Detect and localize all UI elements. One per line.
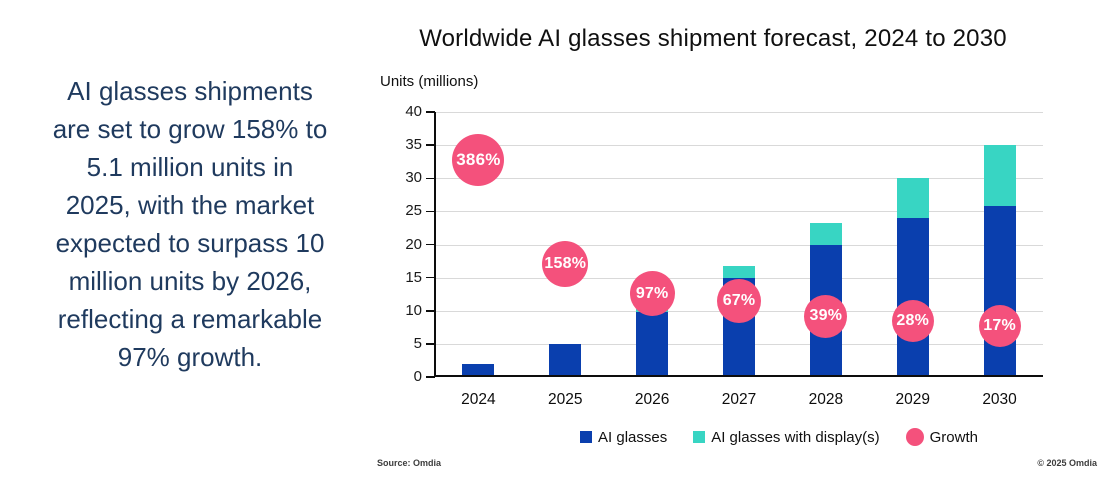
growth-bubble-158: 158% xyxy=(542,240,589,287)
legend-item-growth: Growth xyxy=(905,428,978,446)
bar-segment-ai-glasses xyxy=(636,312,669,377)
callout-text: AI glasses shipments are set to grow 158… xyxy=(52,76,328,372)
growth-bubble-28: 28% xyxy=(891,299,934,342)
bar-segment-ai-glasses-with-display-s xyxy=(809,222,842,245)
y-axis-tick xyxy=(426,111,435,113)
y-axis-tick xyxy=(426,210,435,213)
source-note: Source: Omdia xyxy=(377,458,442,468)
y-axis-tick-label: 20 xyxy=(405,235,422,253)
gridline xyxy=(435,178,1043,180)
chart-title: Worldwide AI glasses shipment forecast, … xyxy=(419,25,1007,52)
x-axis-label-2029: 2029 xyxy=(895,391,930,408)
growth-bubble-17: 17% xyxy=(978,304,1021,347)
bar-2029 xyxy=(896,112,929,377)
growth-bubble-97: 97% xyxy=(629,271,675,317)
y-axis-title: Units (millions) xyxy=(380,73,479,90)
y-axis-line xyxy=(434,112,436,377)
bar-segment-ai-glasses-with-display-s xyxy=(983,145,1016,207)
gridline xyxy=(435,112,1043,113)
legend-swatch-circle xyxy=(905,428,924,446)
bar-2030 xyxy=(983,112,1016,377)
legend: AI glasses AI glasses with display(s) Grow… xyxy=(475,425,1083,449)
legend-item-ai-glasses: AI glasses xyxy=(580,429,667,446)
growth-bubble-386: 386% xyxy=(452,133,505,186)
legend-label: AI glasses with display(s) xyxy=(711,428,880,446)
plot-area: 386% 158% 97% 67% 39% 28% 17% xyxy=(426,111,1043,378)
bar-segment-ai-glasses xyxy=(983,206,1016,377)
x-axis-label-2025: 2025 xyxy=(548,391,583,408)
x-axis-label-2024: 2024 xyxy=(461,391,496,408)
x-axis-label-2028: 2028 xyxy=(808,391,844,408)
y-axis-tick-label: 5 xyxy=(413,334,422,352)
bar-segment-ai-glasses-with-display-s xyxy=(896,178,929,218)
legend-swatch-square xyxy=(580,431,593,443)
x-axis-label-2026: 2026 xyxy=(634,391,670,408)
y-axis-tick-label: 0 xyxy=(413,368,422,385)
y-axis-tick xyxy=(426,276,435,279)
growth-bubble-67: 67% xyxy=(717,278,761,323)
legend-label: AI glasses xyxy=(598,428,668,446)
gridline xyxy=(435,145,1043,147)
y-axis-tick-label: 10 xyxy=(405,301,422,319)
y-axis-tick-label: 40 xyxy=(405,103,422,120)
gridline xyxy=(435,211,1043,213)
y-axis-tick xyxy=(426,376,435,378)
y-axis-tick xyxy=(426,243,435,246)
y-axis-tick-label: 25 xyxy=(405,202,422,220)
bar-segment-ai-glasses xyxy=(896,218,929,377)
bar-segment-ai-glasses xyxy=(549,343,582,377)
copyright-note: © 2025 Omdia xyxy=(1037,458,1097,468)
y-axis-tick xyxy=(426,177,435,179)
x-axis-label-2027: 2027 xyxy=(721,391,757,408)
growth-bubble-39: 39% xyxy=(804,294,848,338)
y-axis-tick xyxy=(426,310,435,312)
y-axis-tick-label: 15 xyxy=(405,268,422,286)
bar-2027 xyxy=(723,112,755,377)
y-axis-tick-label: 30 xyxy=(405,169,422,187)
x-axis-label-2030: 2030 xyxy=(982,391,1017,408)
y-axis-labels: 0 5 10 15 20 25 30 35 40 xyxy=(372,103,422,385)
gridline xyxy=(435,244,1043,246)
bar-2024 xyxy=(462,112,495,377)
bar-segment-ai-glasses-with-display-s xyxy=(723,266,755,278)
legend-item-ai-glasses-with-display-s: AI glasses with display(s) xyxy=(693,428,880,446)
bar-2026 xyxy=(636,112,669,377)
legend-swatch-square xyxy=(693,431,706,443)
y-axis-tick xyxy=(426,343,435,345)
bar-segment-ai-glasses xyxy=(462,363,495,377)
y-axis-tick-label: 35 xyxy=(405,136,422,154)
x-axis-line xyxy=(435,375,1043,377)
y-axis-tick xyxy=(426,144,435,146)
x-axis-labels: 2024 2025 2026 2027 2028 2029 2030 xyxy=(435,391,1043,413)
legend-label: Growth xyxy=(929,428,978,446)
bar-2025 xyxy=(549,112,582,377)
